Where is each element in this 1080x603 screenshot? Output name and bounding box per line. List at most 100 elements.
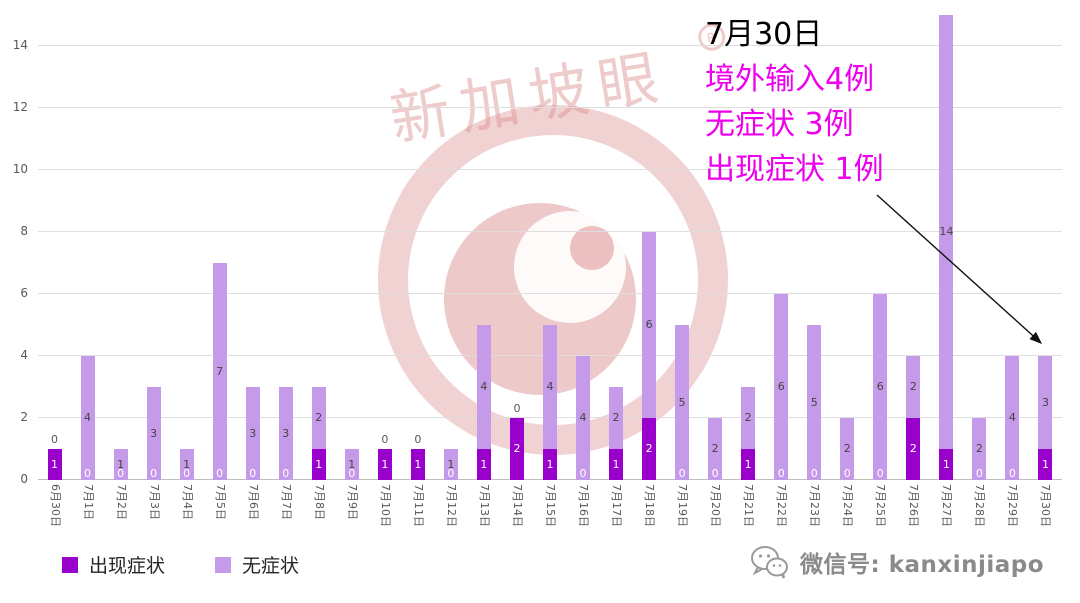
bar-segment-symptomatic [939, 449, 954, 480]
x-tick-label: 7月8日 [312, 484, 326, 520]
y-tick-label: 6 [20, 286, 28, 300]
bar-segment-asymptomatic [542, 325, 557, 449]
bar-group: 0 4 7月16日 [567, 15, 600, 527]
x-tick-label: 7月6日 [246, 484, 260, 520]
data-label-asymptomatic: 1 [183, 457, 191, 471]
data-label-asymptomatic: 2 [315, 411, 323, 424]
data-label-asymptomatic: 4 [546, 380, 554, 393]
bar-segment-asymptomatic [245, 387, 260, 480]
bar-segment-asymptomatic [576, 356, 591, 480]
wechat-icon [751, 546, 788, 579]
bar-group: 0 1 7月12日 [434, 15, 467, 527]
x-tick-label: 7月12日 [444, 484, 458, 527]
legend-label-asymptomatic: 无症状 [242, 555, 300, 577]
bar-segment-asymptomatic [642, 232, 657, 418]
x-tick-label: 7月18日 [643, 484, 657, 527]
x-tick-label: 7月25日 [874, 484, 888, 527]
bar-segment-asymptomatic [278, 387, 293, 480]
data-label-symptomatic: 1 [480, 457, 488, 471]
y-tick-label: 8 [20, 224, 28, 238]
x-tick-label: 7月19日 [676, 484, 690, 527]
x-tick-label: 7月27日 [940, 484, 954, 527]
bar-segment-symptomatic [476, 449, 491, 480]
data-label-asymptomatic: 6 [777, 380, 785, 393]
wechat-footer: 微信号: kanxinjiapo [748, 543, 1044, 581]
data-label-asymptomatic: 14 [939, 225, 954, 238]
annotation: 7月30日 境外输入4例 无症状 3例 出现症状 1例 [705, 12, 884, 192]
data-label-symptomatic: 2 [513, 442, 521, 455]
bar-segment-symptomatic [906, 418, 921, 480]
data-label-symptomatic: 1 [381, 457, 389, 471]
bar-group: 0 1 7月9日 [335, 15, 368, 520]
x-tick-label: 7月11日 [411, 484, 425, 527]
data-label-asymptomatic: 3 [1041, 395, 1049, 409]
bar-segment-asymptomatic [146, 387, 161, 480]
data-label-symptomatic: 0 [117, 467, 125, 480]
data-label-asymptomatic: 4 [480, 380, 488, 393]
data-label-asymptomatic: 3 [282, 426, 290, 440]
gridline [38, 45, 1062, 46]
bar-group: 0 3 7月3日 [137, 15, 170, 520]
data-label-symptomatic: 0 [150, 467, 158, 480]
data-label-asymptomatic: 1 [117, 457, 125, 471]
annotation-line-symptomatic: 出现症状 1例 [705, 152, 884, 187]
bar-segment-symptomatic [542, 449, 557, 480]
data-label-asymptomatic: 0 [414, 433, 422, 446]
bar-group: 2 6 7月18日 [633, 15, 666, 527]
data-label-asymptomatic: 6 [645, 318, 653, 331]
bar-segment-asymptomatic [443, 449, 458, 480]
bar-segment-asymptomatic [741, 387, 756, 449]
x-tick-label: 7月1日 [81, 484, 95, 520]
data-label-symptomatic: 0 [678, 467, 686, 480]
bar-group: 1 2 7月21日 [732, 15, 765, 527]
x-tick-label: 7月14日 [510, 484, 524, 527]
data-label-asymptomatic: 1 [447, 457, 455, 471]
bar-segment-asymptomatic [113, 449, 128, 480]
bar-segment-asymptomatic [212, 263, 227, 480]
legend-label-symptomatic: 出现症状 [89, 555, 166, 577]
plot-area: 1 0 6月30日 0 4 7月1日 0 1 7月2日 0 3 7月3日 0 1 7月4日 0 7 7月5日 0 3 7… [38, 15, 1062, 527]
data-label-asymptomatic: 5 [678, 395, 686, 409]
data-label-symptomatic: 0 [579, 467, 587, 480]
legend-item-symptomatic: 出现症状 [62, 551, 165, 578]
data-label-asymptomatic: 0 [381, 433, 389, 446]
x-tick-label: 7月17日 [610, 484, 624, 527]
bar-group: 0 2 7月24日 [831, 15, 864, 527]
data-label-asymptomatic: 2 [843, 442, 851, 455]
data-label-symptomatic: 0 [216, 467, 224, 480]
data-label-asymptomatic: 5 [810, 395, 818, 409]
x-tick-label: 7月15日 [543, 484, 557, 527]
bars: 1 0 6月30日 0 4 7月1日 0 1 7月2日 0 3 7月3日 0 1 7月4日 0 7 7月5日 0 3 7… [38, 15, 1062, 527]
bar-group: 0 2 7月28日 [963, 15, 996, 527]
data-label-asymptomatic: 2 [909, 380, 917, 393]
bar-group: 0 2 7月20日 [699, 15, 732, 527]
bar-group: 1 0 6月30日 [38, 15, 71, 527]
bar-group: 0 6 7月22日 [765, 15, 798, 527]
data-label-asymptomatic: 0 [51, 433, 59, 446]
gridline [38, 293, 1062, 294]
bar-segment-asymptomatic [873, 294, 888, 480]
y-tick-label: 4 [20, 348, 28, 362]
bar-group: 1 4 7月15日 [533, 15, 566, 527]
bar-segment-symptomatic [741, 449, 756, 480]
bar-segment-asymptomatic [906, 356, 921, 418]
bar-segment-asymptomatic [1005, 356, 1020, 480]
data-label-symptomatic: 1 [744, 457, 752, 471]
legend-swatch-asymptomatic [215, 556, 232, 573]
bar-group: 0 1 7月4日 [170, 15, 203, 520]
bar-segment-asymptomatic [774, 294, 789, 480]
x-tick-label: 7月16日 [577, 484, 591, 527]
data-label-asymptomatic: 1 [348, 457, 356, 471]
x-tick-label: 7月24日 [841, 484, 855, 527]
data-label-symptomatic: 2 [645, 442, 653, 455]
data-label-symptomatic: 2 [909, 442, 917, 455]
y-tick-label: 12 [12, 100, 28, 114]
x-tick-label: 7月21日 [742, 484, 756, 527]
data-label-asymptomatic: 2 [975, 442, 983, 455]
x-tick-label: 7月13日 [477, 484, 491, 527]
bar-segment-symptomatic [47, 449, 62, 480]
data-label-symptomatic: 1 [546, 457, 554, 471]
bar-segment-asymptomatic [80, 356, 95, 480]
data-label-symptomatic: 1 [414, 457, 422, 471]
bar-segment-symptomatic [642, 418, 657, 480]
